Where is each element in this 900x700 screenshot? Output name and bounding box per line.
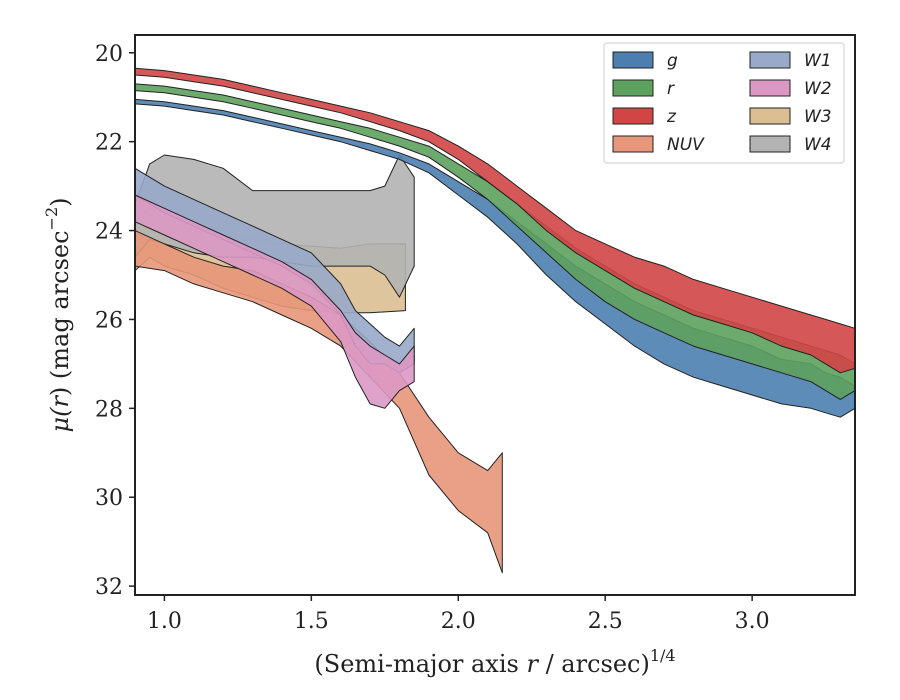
y-tick-label: 28	[95, 397, 123, 422]
series-band-w2	[134, 194, 415, 409]
legend: grz NUV W1 W2 W3 W4	[603, 42, 845, 164]
legend-swatch-w3	[749, 107, 791, 125]
legend-label-g: g	[667, 51, 678, 71]
legend-swatch-r	[612, 79, 654, 97]
x-tick-label: 2.5	[588, 609, 623, 634]
x-tick-label: 1.0	[147, 609, 182, 634]
legend-label-w3: W3	[804, 107, 832, 127]
y-axis-label: μ(r) (mag arcsec−2)	[42, 197, 74, 432]
plot-frame	[134, 34, 856, 596]
y-tick-label: 30	[95, 486, 123, 511]
legend-label-z: z	[666, 107, 677, 127]
x-tick-label: 3.0	[735, 609, 770, 634]
legend-swatch-w1	[749, 51, 791, 69]
y-tick-label: 32	[95, 575, 123, 600]
series-band-w4	[134, 154, 415, 298]
y-tick-label: 26	[95, 308, 123, 333]
x-axis-label: (Semi-major axis r / arcsec)1/4	[314, 646, 675, 678]
legend-swatch-w2	[749, 79, 791, 97]
legend-label-nuv: NUV	[667, 135, 705, 155]
x-tick-label: 1.5	[294, 609, 329, 634]
series-layer	[134, 67, 856, 574]
legend-swatch-nuv	[612, 135, 654, 153]
y-tick-label: 20	[95, 42, 123, 67]
legend-label-w1: W1	[804, 51, 832, 71]
legend-swatch-w4	[749, 135, 791, 153]
legend-frame	[603, 42, 845, 164]
x-axis: 1.0 1.5 2.0 2.5 3.0	[147, 595, 770, 634]
x-tick-label: 2.0	[441, 609, 476, 634]
legend-label-w2: W2	[804, 79, 832, 99]
legend-swatch-z	[612, 107, 654, 125]
y-tick-label: 24	[95, 220, 123, 245]
legend-swatch-g	[612, 51, 654, 69]
y-axis: 20 22 24 26 28 30 32	[95, 42, 135, 600]
y-tick-label: 22	[95, 131, 123, 156]
legend-label-w4: W4	[804, 135, 832, 155]
legend-label-r: r	[667, 79, 675, 99]
